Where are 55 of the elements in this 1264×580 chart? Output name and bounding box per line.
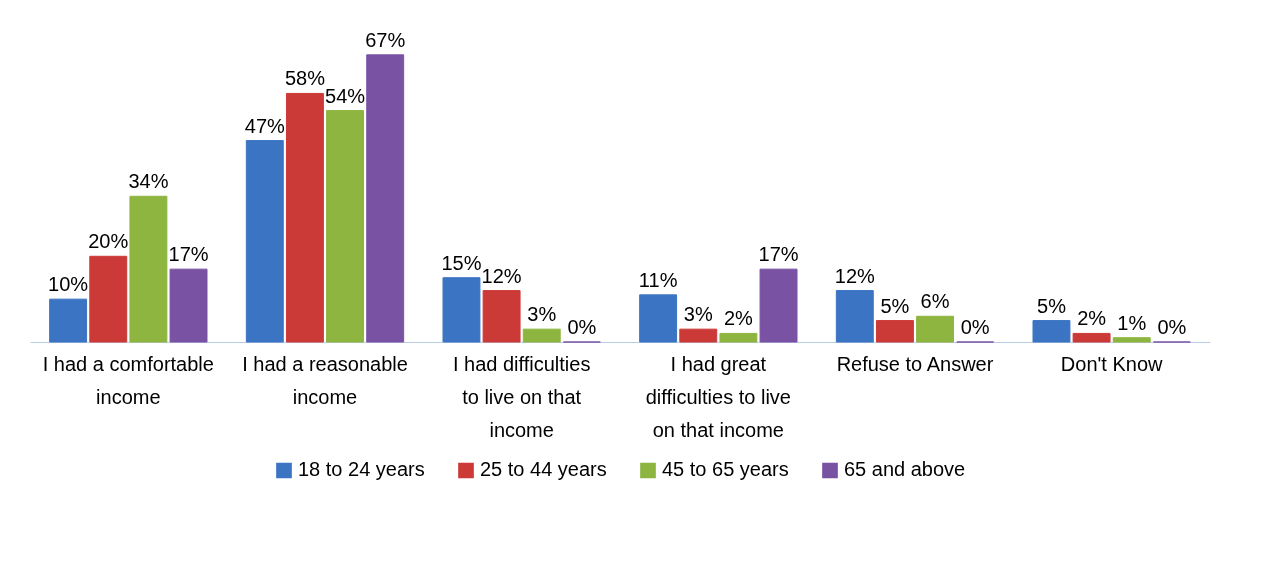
bar xyxy=(482,290,521,343)
data-label: 3% xyxy=(527,303,557,326)
bar xyxy=(679,328,718,343)
bar xyxy=(639,294,678,343)
data-label: 10% xyxy=(48,273,89,296)
x-tick-label: I had difficulties to live on that income xyxy=(452,352,591,441)
data-label: 2% xyxy=(1077,307,1107,330)
data-label: 54% xyxy=(325,84,366,107)
data-label: 12% xyxy=(481,264,522,287)
data-label: 12% xyxy=(834,264,876,287)
data-label: 67% xyxy=(365,28,406,51)
bar xyxy=(1072,332,1111,343)
data-label: 11% xyxy=(638,268,678,291)
data-label: 58% xyxy=(284,67,326,90)
x-tick-label: Don't Know xyxy=(1060,352,1164,375)
bar xyxy=(759,268,798,343)
data-label: 17% xyxy=(758,243,799,266)
data-label: 6% xyxy=(920,290,950,313)
data-label: 2% xyxy=(723,307,754,330)
bar xyxy=(442,277,481,343)
bar xyxy=(1032,320,1071,343)
x-tick-label: I had a reasonable income xyxy=(242,352,408,408)
legend-label: 45 to 65 years xyxy=(662,458,789,481)
legend-label: 65 and above xyxy=(844,458,966,481)
data-label: 0% xyxy=(567,316,597,338)
bar xyxy=(285,92,324,343)
legend-label: 25 to 44 years xyxy=(480,458,607,481)
bar xyxy=(129,195,168,343)
data-label: 1% xyxy=(1117,311,1147,334)
bar xyxy=(49,298,88,343)
x-tick-label: I had great difficulties to live on that income xyxy=(645,352,791,441)
x-tick-label: Refuse to Answer xyxy=(836,352,994,375)
data-label: 34% xyxy=(128,170,169,193)
data-label: 5% xyxy=(880,294,910,317)
bar xyxy=(835,290,874,343)
bar xyxy=(875,320,914,343)
data-label: 0% xyxy=(1157,316,1187,338)
bar xyxy=(366,54,405,343)
bar xyxy=(916,315,955,343)
bar xyxy=(245,140,284,343)
data-label: 15% xyxy=(441,251,482,274)
legend-label: 18 to 24 years xyxy=(298,458,425,481)
data-label: 5% xyxy=(1037,294,1067,317)
data-label: 17% xyxy=(168,243,209,266)
bar xyxy=(326,110,365,343)
bar xyxy=(522,328,561,343)
bar xyxy=(719,332,758,343)
bar xyxy=(1112,337,1151,343)
bar xyxy=(169,268,208,343)
data-label: 47% xyxy=(244,114,286,137)
data-label: 0% xyxy=(960,316,990,338)
x-tick-label: I had a comfortable income xyxy=(42,352,214,408)
bar xyxy=(89,255,128,343)
data-label: 3% xyxy=(683,303,713,326)
data-label: 20% xyxy=(88,230,129,253)
